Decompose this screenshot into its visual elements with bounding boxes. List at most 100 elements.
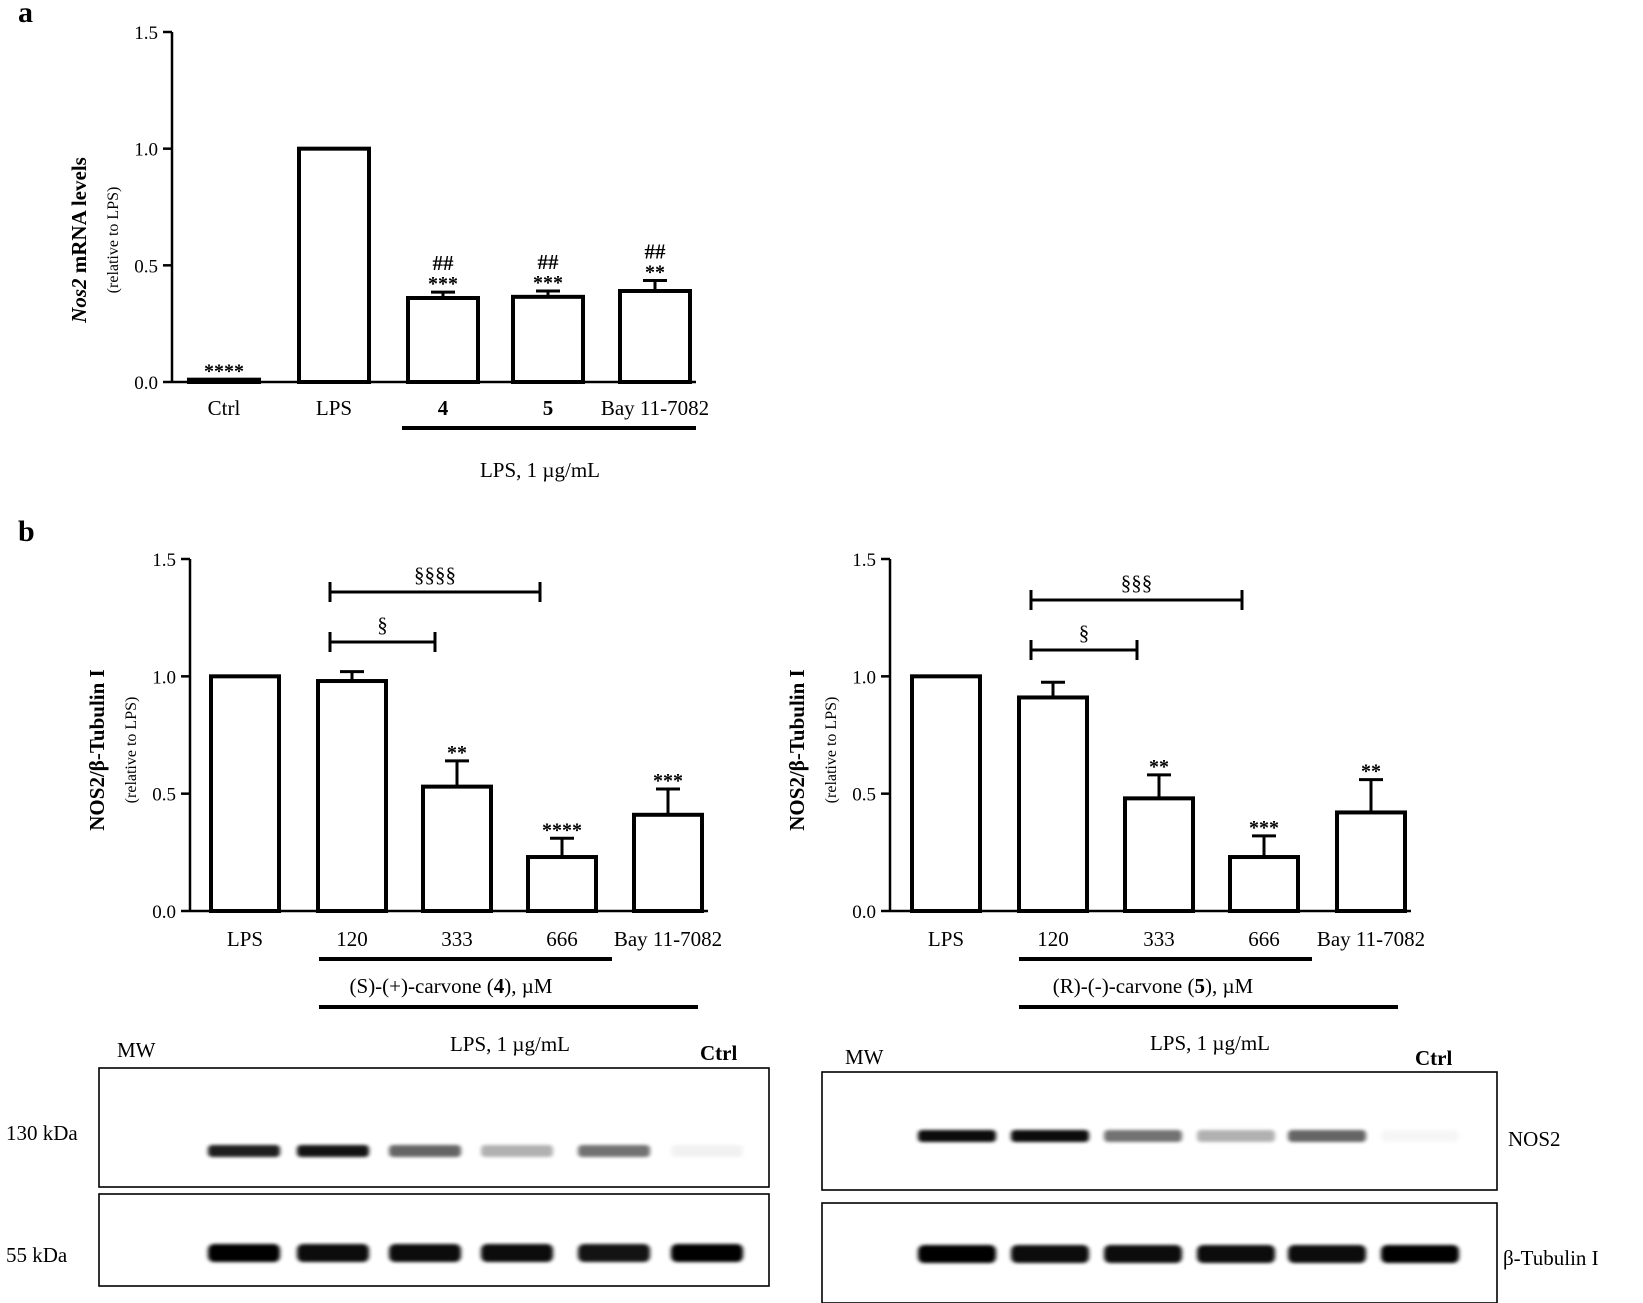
significance-stars: ** (1361, 761, 1381, 783)
group-label-carvone-r: (R)-(-)-carvone (5), µM (1053, 974, 1254, 998)
x-tick-label: 666 (1248, 927, 1280, 951)
significance-hash: ## (645, 240, 667, 264)
x-tick-label: LPS (227, 927, 263, 951)
significance-bracket (328, 582, 542, 602)
y-axis-label: NOS2/β-Tubulin I (85, 669, 109, 830)
significance-hash: ## (538, 250, 560, 274)
bracket-label: § (377, 613, 388, 637)
bar-4 (406, 296, 480, 384)
bar-666 (1228, 855, 1300, 914)
bar-120 (316, 679, 388, 913)
bar-120 (1017, 695, 1089, 913)
nos2-protein-s-chart: b NOS2/β-Tubulin I (relative to LPS) (S)… (18, 515, 722, 1009)
band-nos2 (671, 1145, 743, 1157)
western-blot-right: MW LPS, 1 µg/mL Ctrl NOS2 β-Tubulin I (821, 1031, 1599, 1303)
x-tick-label: LPS (316, 396, 352, 420)
y-tick-label: 0.0 (152, 902, 176, 923)
significance-bracket (1029, 640, 1139, 660)
band-tubulin (481, 1244, 553, 1262)
band-nos2 (208, 1145, 280, 1157)
ctrl-label: Ctrl (700, 1041, 737, 1065)
significance-bracket (328, 632, 437, 652)
x-tick-label: 4 (438, 396, 449, 420)
band-nos2 (918, 1130, 996, 1142)
y-axis-sublabel: (relative to LPS) (823, 697, 840, 804)
x-tick-label: 5 (543, 396, 554, 420)
ctrl-label: Ctrl (1415, 1046, 1452, 1070)
blot-lps-label: LPS, 1 µg/mL (1150, 1031, 1270, 1055)
significance-bracket (1029, 590, 1244, 610)
blot-nos2-membrane (98, 1067, 770, 1188)
bar-lps (910, 674, 982, 913)
y-axis-label-gene: Nos2 (67, 278, 91, 324)
bar-666 (526, 855, 598, 914)
significance-stars: **** (542, 819, 582, 841)
panel-letter-a: a (18, 0, 33, 29)
kda-55-label: 55 kDa (6, 1243, 68, 1267)
y-axis-sublabel: (relative to LPS) (105, 187, 122, 294)
kda-130-label: 130 kDa (6, 1121, 78, 1145)
protein-label-tubulin: β-Tubulin I (1503, 1246, 1599, 1270)
x-tick-label: Bay 11-7082 (601, 396, 709, 420)
y-tick-label: 1.5 (134, 23, 158, 44)
band-nos2 (481, 1145, 553, 1157)
significance-stars: *** (653, 770, 683, 792)
band-tubulin (1104, 1245, 1182, 1263)
y-axis-label: Nos2 mRNA levels (67, 157, 91, 324)
significance-stars: ** (447, 742, 467, 764)
y-tick-label: 0.0 (852, 902, 876, 923)
y-tick-label: 1.0 (134, 140, 158, 161)
y-axis-label-main: mRNA levels (67, 157, 91, 278)
band-tubulin (671, 1244, 743, 1262)
blot-tubulin-membrane (98, 1193, 770, 1287)
svg-text:Nos2 mRNA levels: Nos2 mRNA levels (67, 157, 91, 324)
band-tubulin (1381, 1245, 1459, 1263)
band-nos2 (1381, 1130, 1459, 1142)
significance-hash: ## (433, 251, 455, 275)
bar-lps (297, 146, 371, 384)
x-tick-label: 333 (1143, 927, 1175, 951)
band-tubulin (578, 1244, 650, 1262)
mw-label: MW (117, 1038, 156, 1062)
band-tubulin (1288, 1245, 1366, 1263)
bar-bay-11-7082 (632, 812, 704, 914)
significance-stars: **** (204, 361, 244, 383)
bar-lps (209, 674, 281, 913)
x-tick-label: LPS (928, 927, 964, 951)
significance-stars: ** (645, 262, 665, 284)
western-blot-left: MW LPS, 1 µg/mL Ctrl 130 kDa 55 kDa (6, 1032, 770, 1287)
y-tick-label: 0.0 (134, 373, 158, 394)
bar-ctrl (187, 377, 261, 384)
significance-stars: *** (428, 273, 458, 295)
bracket-label: § (1079, 621, 1090, 645)
y-tick-label: 0.5 (152, 785, 176, 806)
band-tubulin (1197, 1245, 1275, 1263)
bracket-label: §§§§ (414, 563, 456, 587)
bar-bay-11-7082 (618, 289, 692, 384)
bracket-label: §§§ (1121, 571, 1153, 595)
y-tick-label: 1.0 (152, 667, 176, 688)
y-tick-label: 1.5 (852, 550, 876, 571)
group-label-carvone-s: (S)-(+)-carvone (4), µM (350, 974, 553, 998)
y-axis-sublabel: (relative to LPS) (123, 697, 140, 804)
group-label-lps: LPS, 1 µg/mL (480, 458, 600, 482)
band-nos2 (578, 1145, 650, 1157)
significance-stars: *** (533, 272, 563, 294)
band-tubulin (208, 1244, 280, 1262)
significance-stars: *** (1249, 817, 1279, 839)
band-nos2 (1104, 1130, 1182, 1142)
band-nos2 (389, 1145, 461, 1157)
band-nos2 (1011, 1130, 1089, 1142)
band-nos2 (1288, 1130, 1366, 1142)
x-tick-label: 120 (1037, 927, 1069, 951)
nos2-mrna-chart: a Nos2 mRNA levels (relative to LPS) LPS… (18, 0, 709, 482)
y-tick-label: 0.5 (852, 785, 876, 806)
band-tubulin (1011, 1245, 1089, 1263)
y-tick-label: 0.5 (134, 256, 158, 277)
bar-333 (1123, 796, 1195, 913)
x-tick-label: 666 (546, 927, 578, 951)
x-tick-label: 333 (441, 927, 473, 951)
x-tick-label: Bay 11-7082 (614, 927, 722, 951)
band-tubulin (297, 1244, 369, 1262)
